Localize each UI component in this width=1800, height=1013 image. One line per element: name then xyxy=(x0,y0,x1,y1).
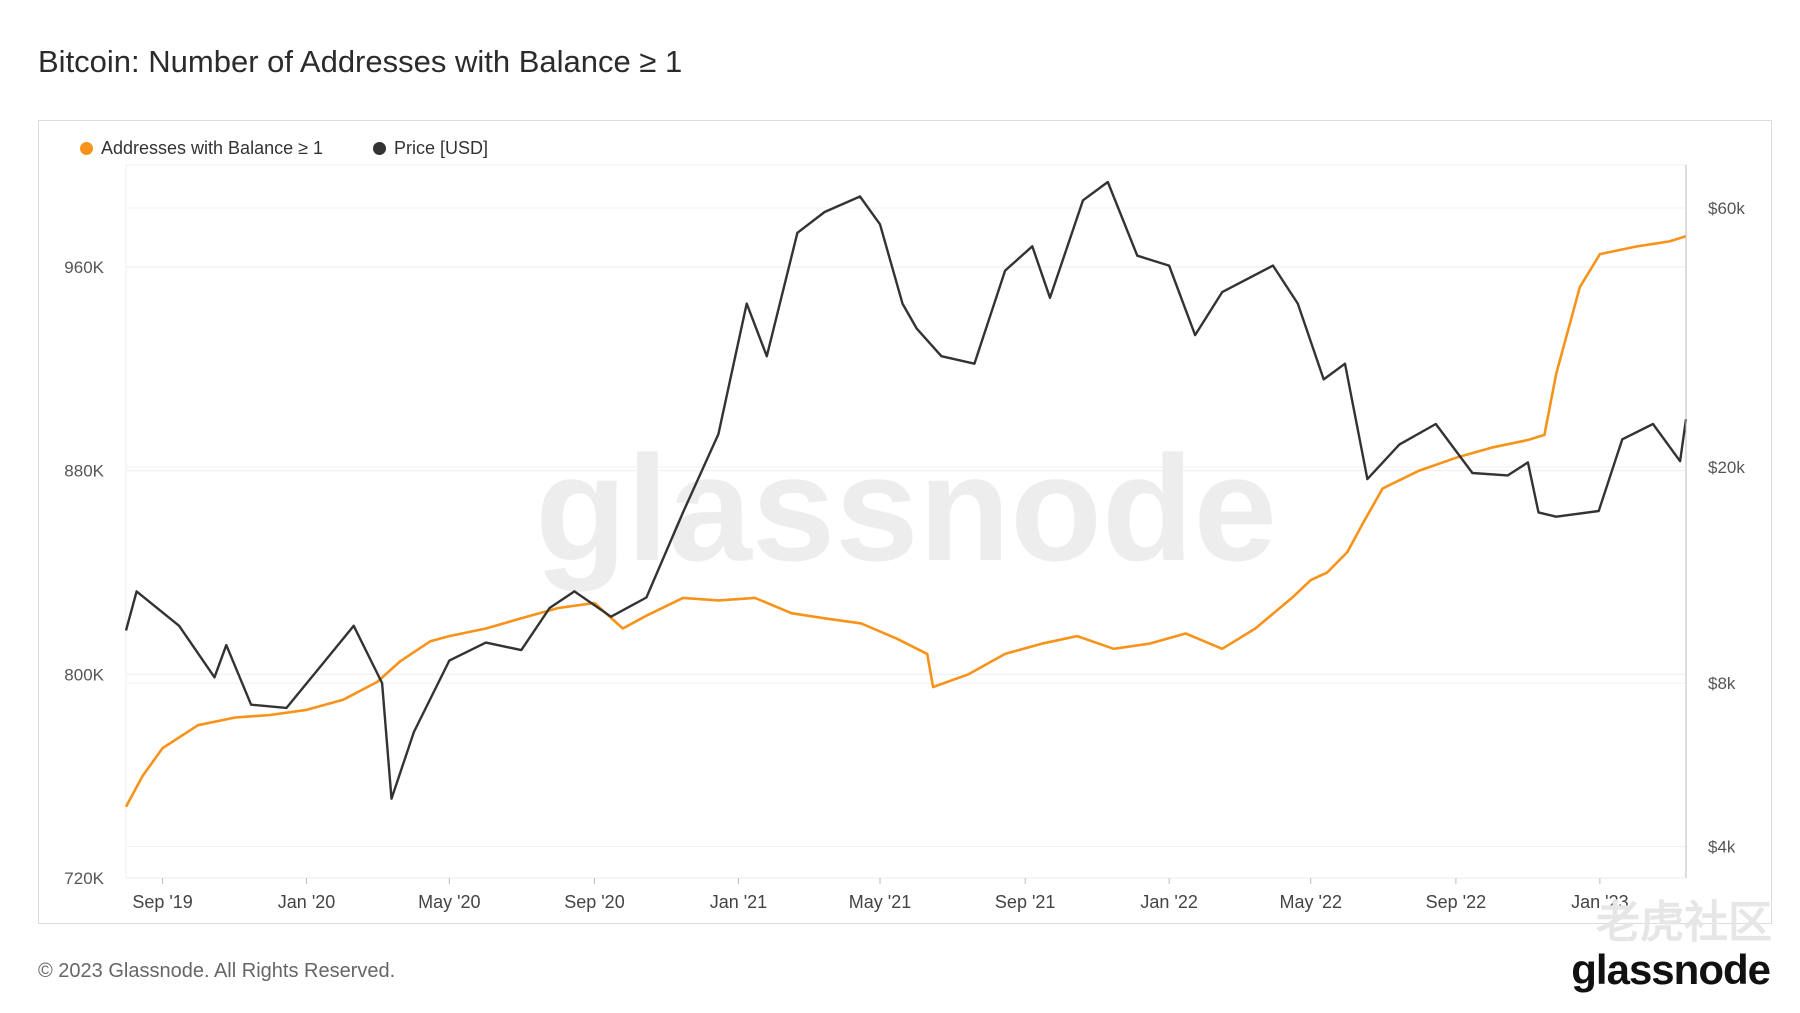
x-tick-label: Sep '19 xyxy=(132,892,193,912)
x-tick-label: Sep '20 xyxy=(564,892,625,912)
x-tick-label: Sep '21 xyxy=(995,892,1056,912)
x-tick-label: Jan '22 xyxy=(1140,892,1197,912)
chart-title: Bitcoin: Number of Addresses with Balanc… xyxy=(38,44,683,79)
x-tick-label: Sep '22 xyxy=(1426,892,1487,912)
legend-label-addresses: Addresses with Balance ≥ 1 xyxy=(101,138,323,158)
chart-legend: Addresses with Balance ≥ 1 Price [USD] xyxy=(80,138,488,159)
legend-dot-addresses xyxy=(80,142,93,155)
x-tick-label: May '22 xyxy=(1280,892,1342,912)
legend-item-addresses[interactable]: Addresses with Balance ≥ 1 xyxy=(80,138,323,159)
series-line-addresses xyxy=(124,235,1687,808)
series-line-price xyxy=(124,180,1688,800)
y-left-tick-label: 720K xyxy=(64,869,104,888)
corner-watermark: 老虎社区 xyxy=(1596,898,1772,947)
y-right-tick-label: $8k xyxy=(1708,674,1736,693)
x-tick-label: May '20 xyxy=(418,892,480,912)
legend-dot-price xyxy=(373,142,386,155)
x-tick-label: Jan '23 xyxy=(1571,892,1628,912)
y-right-tick-label: $60k xyxy=(1708,199,1745,218)
x-tick-label: Jan '21 xyxy=(710,892,767,912)
x-tick-label: May '21 xyxy=(849,892,911,912)
y-left-tick-label: 880K xyxy=(64,462,104,481)
y-left-tick-label: 960K xyxy=(64,258,104,277)
legend-item-price[interactable]: Price [USD] xyxy=(373,138,488,159)
chart-frame xyxy=(38,120,1772,924)
y-right-tick-label: $4k xyxy=(1708,838,1736,857)
y-right-tick-label: $20k xyxy=(1708,458,1745,477)
x-tick-label: Jan '20 xyxy=(278,892,335,912)
legend-label-price: Price [USD] xyxy=(394,138,489,158)
copyright-text: © 2023 Glassnode. All Rights Reserved. xyxy=(38,960,396,982)
brand-logo: glassnode xyxy=(1571,946,1771,993)
glassnode-watermark: glassnode xyxy=(535,424,1277,592)
y-left-tick-label: 800K xyxy=(64,665,104,684)
